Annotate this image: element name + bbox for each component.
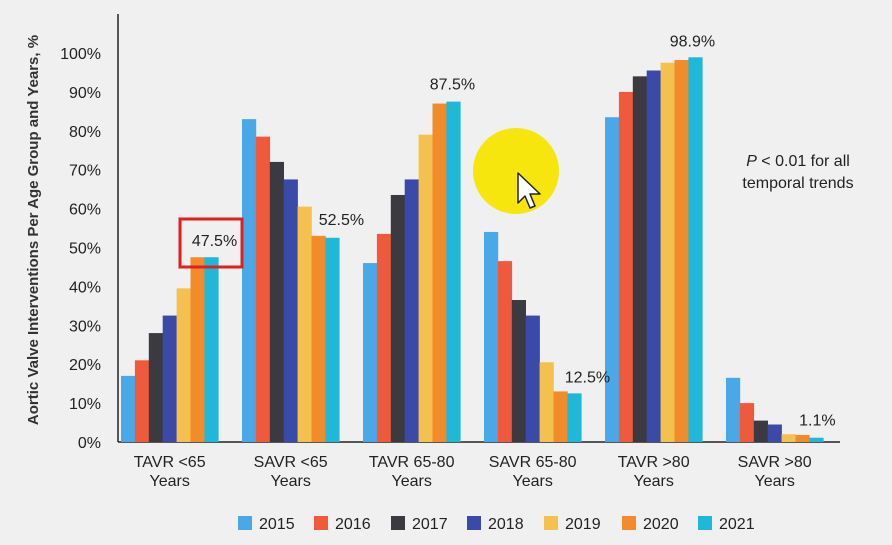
y-tick-label: 40% bbox=[69, 279, 101, 296]
x-tick-label: SAVR 65-80 Years bbox=[489, 454, 577, 490]
y-tick-label: 80% bbox=[69, 124, 101, 141]
cursor-highlight bbox=[473, 128, 559, 214]
bar-2016-4 bbox=[618, 91, 634, 443]
bar-2017-4 bbox=[632, 76, 647, 442]
bar-2015-4 bbox=[605, 117, 620, 442]
bar-2016-2 bbox=[376, 233, 392, 442]
y-tick-label: 60% bbox=[69, 202, 101, 219]
bar-2017-3 bbox=[511, 300, 526, 442]
bar-2018-2 bbox=[404, 179, 419, 443]
legend-label: 2021 bbox=[719, 516, 755, 533]
bar-2016-1 bbox=[255, 136, 271, 442]
bar-2020-5 bbox=[795, 435, 810, 442]
y-tick-label: 90% bbox=[69, 85, 101, 102]
bar-2017-1 bbox=[269, 161, 284, 443]
bar-2020-4 bbox=[674, 60, 689, 442]
legend-label: 2016 bbox=[335, 516, 371, 533]
y-tick-label: 30% bbox=[69, 318, 101, 335]
data-label: 1.1% bbox=[799, 413, 835, 430]
legend-label: 2017 bbox=[412, 516, 448, 533]
bar-2019-5 bbox=[781, 434, 796, 442]
bar-2017-5 bbox=[753, 420, 768, 442]
legend-label: 2019 bbox=[565, 516, 601, 533]
bar-2018-1 bbox=[283, 179, 298, 443]
legend-swatch-2019 bbox=[544, 516, 558, 530]
legend-label: 2015 bbox=[259, 516, 295, 533]
y-tick-label: 50% bbox=[69, 241, 101, 258]
bar-2018-3 bbox=[525, 315, 540, 442]
legend-label: 2018 bbox=[488, 516, 524, 533]
bar-2015-5 bbox=[726, 377, 741, 442]
data-label: 98.9% bbox=[670, 33, 715, 50]
data-label: 47.5% bbox=[192, 233, 237, 250]
x-tick-label: SAVR <65 Years bbox=[254, 454, 328, 490]
bar-2016-3 bbox=[497, 261, 513, 442]
bar-2019-0 bbox=[176, 288, 191, 442]
bar-2016-0 bbox=[134, 360, 150, 442]
significance-note: P < 0.01 for all temporal trends bbox=[742, 153, 853, 192]
bar-2021-0 bbox=[204, 257, 219, 442]
data-label: 87.5% bbox=[430, 77, 475, 94]
y-tick-label: 20% bbox=[69, 357, 101, 374]
pointer-cursor-icon bbox=[517, 172, 541, 209]
bar-2021-1 bbox=[325, 237, 340, 442]
legend-swatch-2020 bbox=[622, 516, 636, 530]
bar-2021-4 bbox=[688, 57, 703, 442]
y-tick-label: 10% bbox=[69, 396, 101, 413]
data-label: 12.5% bbox=[565, 369, 610, 386]
bar-2016-5 bbox=[739, 403, 755, 442]
y-tick-label: 100% bbox=[60, 46, 101, 63]
y-axis-title: Aortic Valve Interventions Per Age Group… bbox=[25, 35, 42, 425]
bar-2015-0 bbox=[121, 375, 136, 442]
x-tick-label: TAVR <65 Years bbox=[134, 454, 206, 490]
highlight-box bbox=[178, 217, 244, 269]
legend-swatch-2018 bbox=[467, 516, 481, 530]
legend-swatch-2021 bbox=[698, 516, 712, 530]
bar-2015-2 bbox=[363, 263, 378, 442]
bar-2020-2 bbox=[432, 103, 447, 442]
y-tick-label: 70% bbox=[69, 163, 101, 180]
bar-2015-1 bbox=[242, 119, 257, 442]
bar-2021-3 bbox=[567, 393, 582, 443]
bar-2017-0 bbox=[148, 333, 163, 442]
x-tick-label: TAVR >80 Years bbox=[618, 454, 690, 490]
bar-2020-0 bbox=[190, 257, 205, 442]
bar-2018-5 bbox=[767, 424, 782, 442]
legend-swatch-2015 bbox=[238, 516, 252, 530]
bar-2021-2 bbox=[446, 101, 461, 443]
bar-2019-2 bbox=[418, 134, 433, 442]
bar-2015-3 bbox=[484, 231, 499, 442]
bar-2018-0 bbox=[162, 315, 177, 442]
bar-2019-3 bbox=[539, 362, 554, 442]
bar-2018-4 bbox=[646, 70, 661, 442]
y-tick-label: 0% bbox=[78, 435, 101, 452]
bar-2017-2 bbox=[390, 194, 405, 442]
legend-swatch-2016 bbox=[314, 516, 328, 530]
bar-2021-5 bbox=[809, 437, 824, 442]
bar-2019-1 bbox=[297, 206, 312, 442]
legend-swatch-2017 bbox=[391, 516, 405, 530]
bar-2020-1 bbox=[311, 235, 326, 442]
bar-2020-3 bbox=[553, 391, 568, 442]
data-label: 52.5% bbox=[319, 212, 364, 229]
x-tick-label: TAVR 65-80 Years bbox=[369, 454, 455, 490]
x-tick-label: SAVR >80 Years bbox=[738, 454, 812, 490]
legend-label: 2020 bbox=[643, 516, 679, 533]
bar-2019-4 bbox=[660, 62, 675, 442]
